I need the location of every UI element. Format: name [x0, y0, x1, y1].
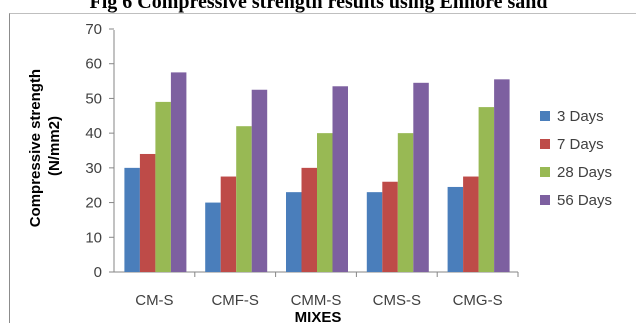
bar-28-days-cmg-s: [478, 107, 495, 272]
bar-7-days-cmg-s: [463, 176, 479, 272]
x-tick-label: CMG-S: [453, 292, 503, 309]
x-tick-labels: CM-S CMF-S CMM-S CMS-S CMG-S: [135, 272, 519, 309]
legend-label: 3 Days: [557, 108, 604, 125]
bar-56-days-cmg-s: [494, 79, 510, 272]
y-tick-label: 40: [85, 125, 102, 142]
bar-56-days-cms-s: [413, 82, 429, 272]
bar-3-days-cmf-s: [205, 202, 221, 272]
x-tick-label: CM-S: [135, 292, 173, 309]
bar-28-days-cmf-s: [236, 126, 252, 272]
y-axis-label: Compressive strength (N/mm2): [27, 65, 63, 228]
legend-swatch: [540, 195, 550, 205]
y-tick-label: 50: [85, 90, 102, 107]
legend-label: 56 Days: [557, 192, 612, 209]
y-axis-label-line-1: Compressive strength: [27, 69, 44, 227]
bar-7-days-cm-s: [139, 153, 156, 272]
bar-28-days-cms-s: [397, 133, 414, 272]
y-tick-label: 0: [94, 264, 102, 281]
bar-7-days-cms-s: [382, 181, 398, 272]
bar-3-days-cmm-s: [286, 192, 302, 272]
x-tick-label: CMM-S: [291, 292, 342, 309]
x-axis-label: MIXES: [295, 309, 342, 324]
bar-series: [124, 72, 510, 273]
figure-caption: Fig 6 Compressive strength results using…: [89, 0, 548, 13]
y-tick-label: 10: [85, 229, 102, 246]
legend-swatch: [540, 139, 550, 149]
legend: 3 Days 7 Days 28 Days 56 Days: [540, 108, 612, 209]
y-tick-labels: 0 10 20 30 40 50 60 70: [85, 21, 114, 281]
x-tick-label: CMF-S: [211, 292, 259, 309]
legend-swatch: [540, 111, 550, 121]
y-tick-label: 70: [85, 21, 102, 38]
y-tick-label: 60: [85, 56, 102, 73]
bar-56-days-cmf-s: [251, 89, 268, 272]
bar-3-days-cm-s: [124, 167, 140, 272]
bar-3-days-cms-s: [366, 192, 383, 272]
bar-56-days-cmm-s: [332, 86, 348, 273]
bar-28-days-cm-s: [155, 101, 171, 273]
legend-label: 7 Days: [557, 136, 604, 153]
legend-label: 28 Days: [557, 164, 612, 181]
x-tick-label: CMS-S: [373, 292, 421, 309]
bar-56-days-cm-s: [170, 72, 187, 273]
bar-28-days-cmm-s: [317, 133, 333, 272]
legend-swatch: [540, 167, 550, 177]
bar-3-days-cmg-s: [447, 186, 464, 272]
bar-7-days-cmm-s: [301, 167, 317, 272]
y-tick-label: 30: [85, 160, 102, 177]
bar-7-days-cmf-s: [220, 176, 237, 272]
y-axis-label-line-2: (N/mm2): [46, 116, 63, 176]
y-tick-label: 20: [85, 195, 102, 212]
chart-frame: [9, 13, 636, 323]
